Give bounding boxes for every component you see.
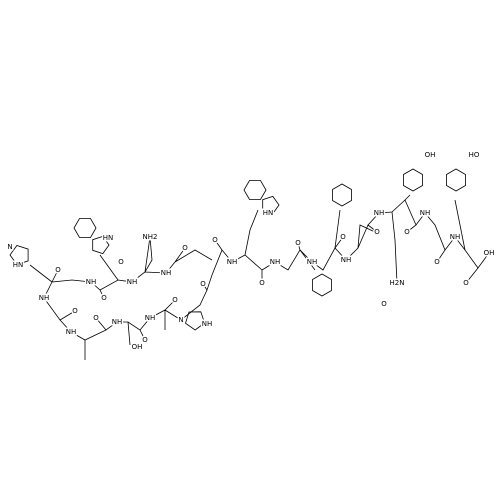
side-chain-bond	[127, 321, 131, 346]
atom-label: NH	[66, 328, 77, 336]
side-chain-bond	[99, 254, 119, 281]
atom-label: O	[93, 314, 99, 322]
atom-label: O	[381, 300, 387, 308]
atom-label: O	[118, 258, 124, 266]
atom-label: NH	[161, 269, 172, 277]
atom-label: OH	[484, 249, 495, 257]
ring-bond	[92, 235, 110, 255]
atom-label: O	[72, 307, 78, 315]
atom-label: O	[434, 258, 440, 266]
side-chain-bond	[454, 199, 466, 251]
ring-bond	[262, 195, 280, 215]
atom-label: NH	[127, 278, 138, 286]
atom-label: O	[404, 228, 410, 236]
atom-label: O	[340, 233, 346, 241]
atom-label: NH	[307, 258, 318, 266]
atom-label: N	[178, 316, 183, 324]
atom-label: NH	[420, 209, 431, 217]
atom-label: NH	[112, 318, 123, 326]
atom-label: O	[259, 279, 265, 287]
atom-label: NH	[202, 320, 213, 328]
side-chain-bond	[29, 264, 53, 283]
atom-label: N	[7, 243, 12, 251]
atom-label: H2N	[390, 279, 405, 287]
side-chain-bond	[404, 194, 411, 201]
atom-label: O	[172, 296, 178, 304]
atom-label: NH	[86, 278, 97, 286]
ring-bond	[9, 245, 29, 265]
ring-bond	[312, 273, 332, 297]
atom-label: O	[182, 244, 188, 252]
side-chain-bond	[391, 211, 398, 284]
atom-label: HN	[13, 261, 24, 269]
atom-label: HN	[103, 234, 114, 242]
ring-bond	[446, 168, 466, 192]
atom-label: NH	[374, 209, 385, 217]
atom-label: OH	[425, 151, 436, 159]
backbone-bond	[43, 199, 490, 341]
side-chain-bond	[334, 209, 341, 249]
ring-bond	[403, 168, 423, 192]
atom-label: NH	[145, 314, 156, 322]
atom-label: NH2	[143, 233, 158, 241]
bonds	[9, 168, 490, 360]
atom-label: NH	[450, 233, 461, 241]
ring-bond	[243, 180, 267, 200]
side-chain-bond	[299, 249, 316, 271]
atom-label: O	[295, 239, 301, 247]
atom-label: O	[200, 280, 206, 288]
side-chain-bond	[357, 224, 376, 249]
atom-label: NH	[341, 256, 352, 264]
atom-label: HN	[263, 209, 274, 217]
atom-label: NH	[270, 258, 281, 266]
atom-label: O	[212, 236, 218, 244]
atom-label: NH	[227, 258, 238, 266]
atom-label: O	[374, 228, 380, 236]
atom-label: O	[101, 294, 107, 302]
atom-label: O	[463, 279, 469, 287]
atom-label: O	[142, 336, 148, 344]
side-chain-bond	[244, 209, 259, 256]
atom-label: NH	[39, 294, 50, 302]
ring-bond	[185, 311, 206, 331]
atom-label: O	[55, 266, 61, 274]
ring-bond	[332, 183, 352, 207]
atom-label: HO	[469, 151, 480, 159]
atom-label: OH	[132, 343, 143, 351]
ring-bond	[73, 218, 97, 238]
